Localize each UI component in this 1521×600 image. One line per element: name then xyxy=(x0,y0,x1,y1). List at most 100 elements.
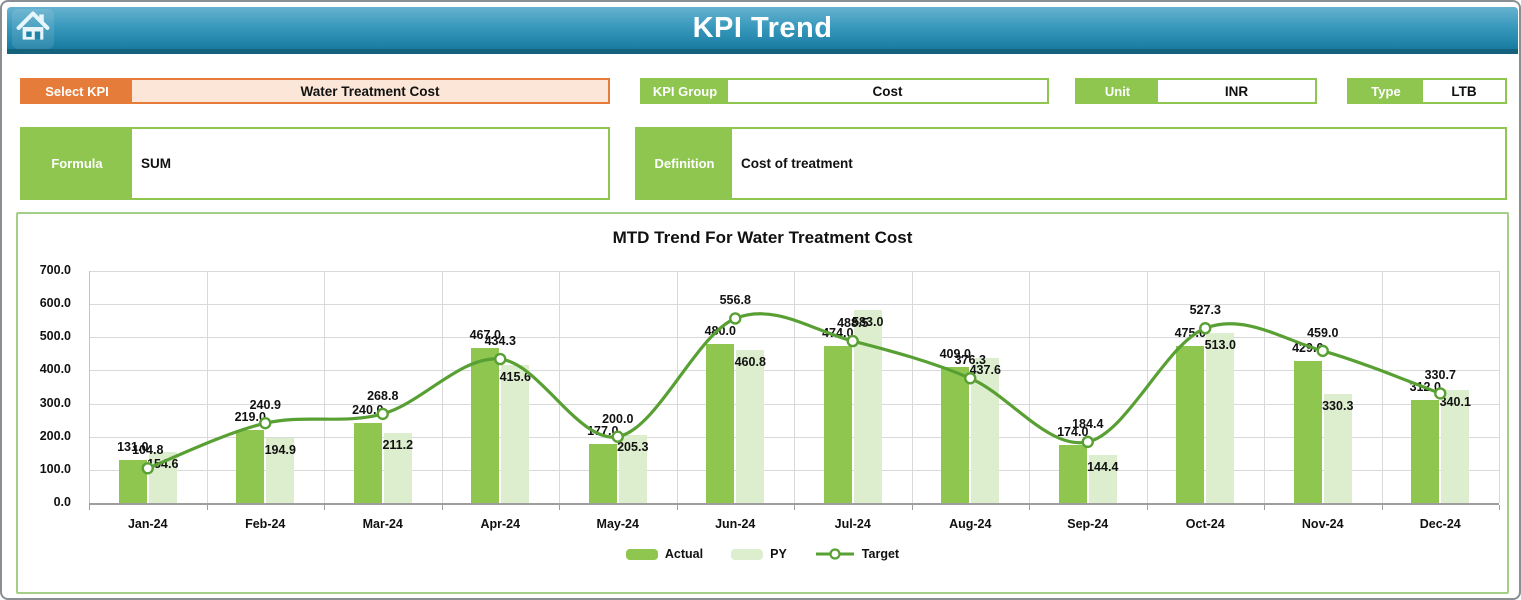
target-marker xyxy=(1199,322,1212,335)
bar-py xyxy=(736,350,765,503)
data-label-py: 460.8 xyxy=(734,355,766,370)
bar-actual xyxy=(588,444,617,503)
data-label-actual: 174.0 xyxy=(1057,425,1089,440)
data-label-py: 205.3 xyxy=(617,439,649,454)
v-gridline xyxy=(207,271,208,503)
page-title: KPI Trend xyxy=(692,12,833,44)
y-tick-label: 0.0 xyxy=(53,495,71,509)
data-label-actual: 177.0 xyxy=(587,424,619,439)
type-control: Type LTB xyxy=(1347,78,1507,104)
data-label-target: 268.8 xyxy=(367,388,399,403)
legend-swatch xyxy=(731,548,764,560)
y-tick-label: 400.0 xyxy=(39,362,71,377)
data-label-target: 527.3 xyxy=(1189,303,1221,318)
definition-label: Definition xyxy=(637,129,732,198)
data-label-py: 583.0 xyxy=(852,314,884,329)
bar-actual xyxy=(353,423,382,503)
bar-actual xyxy=(471,348,500,503)
target-marker xyxy=(494,352,507,366)
data-label-actual: 475.0 xyxy=(1174,325,1206,340)
data-label-actual: 131.0 xyxy=(117,439,149,454)
kpi-trend-chart-panel: MTD Trend For Water Treatment Cost 0.0 10… xyxy=(16,212,1509,594)
bar-py xyxy=(1088,455,1117,503)
x-axis-label: Dec-24 xyxy=(1419,517,1461,531)
home-button[interactable] xyxy=(12,9,54,49)
x-axis-label: Jan-24 xyxy=(127,517,168,531)
bar-py xyxy=(266,438,295,503)
home-icon xyxy=(15,9,51,50)
v-gridline xyxy=(559,271,560,503)
data-label-py: 211.2 xyxy=(382,438,414,452)
data-label-target: 376.3 xyxy=(954,353,986,368)
v-gridline xyxy=(677,271,678,503)
formula-control: Formula SUM xyxy=(20,127,610,200)
bar-actual xyxy=(1176,345,1205,503)
target-line-series xyxy=(141,312,1447,475)
header-bar: KPI Trend xyxy=(7,7,1518,54)
data-label-py: 437.6 xyxy=(969,362,1001,377)
legend-label: PY xyxy=(770,547,787,561)
x-axis-tick xyxy=(1264,505,1265,510)
definition-value: Cost of treatment xyxy=(732,129,1505,198)
x-axis-label: Feb-24 xyxy=(245,517,286,531)
x-axis-label: Sep-24 xyxy=(1067,517,1109,531)
v-gridline xyxy=(324,271,325,503)
x-axis-tick xyxy=(1382,505,1383,510)
bar-py xyxy=(1441,390,1470,503)
target-marker xyxy=(141,462,154,475)
data-label-actual: 474.0 xyxy=(822,325,854,340)
v-gridline xyxy=(1264,271,1265,503)
x-axis-label: Jun-24 xyxy=(715,517,756,531)
v-gridline xyxy=(1029,271,1030,503)
data-label-py: 144.4 xyxy=(1087,460,1119,475)
target-marker xyxy=(1434,387,1447,400)
data-label-py: 330.3 xyxy=(1322,398,1354,413)
y-tick-label: 100.0 xyxy=(39,461,71,476)
type-label: Type xyxy=(1349,80,1423,102)
select-kpi-control[interactable]: Select KPI Water Treatment Cost xyxy=(20,78,610,104)
y-tick-label: 700.0 xyxy=(39,263,71,277)
data-label-py: 340.1 xyxy=(1439,395,1471,410)
bar-actual xyxy=(823,345,852,503)
x-axis-label: Aug-24 xyxy=(949,517,992,531)
chart-legend: Actual PY Target xyxy=(18,547,1507,561)
target-marker xyxy=(964,372,977,385)
legend-item-target: Target xyxy=(815,547,899,561)
data-label-actual: 219.0 xyxy=(234,410,266,425)
target-marker xyxy=(376,407,389,421)
v-gridline xyxy=(1382,271,1383,503)
bar-actual xyxy=(1411,399,1440,503)
y-axis: 0.0 100.0 200.0 300.0 400.0 500.0 600.0 700.0 xyxy=(18,263,80,509)
x-axis-tick xyxy=(207,505,208,510)
v-gridline xyxy=(442,271,443,503)
x-axis-label: Nov-24 xyxy=(1301,517,1344,531)
bar-py xyxy=(383,433,412,503)
legend-label: Actual xyxy=(664,547,704,561)
y-tick-label: 600.0 xyxy=(39,296,71,311)
kpi-group-control: KPI Group Cost xyxy=(640,78,1049,104)
select-kpi-value[interactable]: Water Treatment Cost xyxy=(132,80,608,102)
data-label-target: 488.5 xyxy=(837,316,869,331)
definition-control: Definition Cost of treatment xyxy=(635,127,1507,200)
kpi-group-label: KPI Group xyxy=(642,80,728,102)
target-line xyxy=(146,312,1442,470)
data-label-py: 415.6 xyxy=(499,370,531,385)
v-gridline xyxy=(912,271,913,503)
y-tick-label: 500.0 xyxy=(39,329,71,344)
x-axis-tick xyxy=(1029,505,1030,510)
data-label-target: 434.3 xyxy=(484,334,516,349)
bar-py xyxy=(501,365,530,503)
data-label-actual: 467.0 xyxy=(469,328,501,343)
x-axis-tick xyxy=(677,505,678,510)
x-axis-tick xyxy=(442,505,443,510)
type-value: LTB xyxy=(1423,80,1505,102)
bar-py xyxy=(1206,332,1235,503)
bar-py xyxy=(1323,393,1352,503)
x-axis-tick xyxy=(912,505,913,510)
data-label-py: 194.9 xyxy=(264,443,296,458)
data-label-py: 513.0 xyxy=(1204,337,1236,352)
plot-area: 131.0 154.6 104.8 Jan-24 219.0 194.9 240.9 Feb-… xyxy=(89,271,1500,531)
target-marker xyxy=(729,312,742,325)
formula-label: Formula xyxy=(22,129,132,198)
unit-label: Unit xyxy=(1077,80,1158,102)
